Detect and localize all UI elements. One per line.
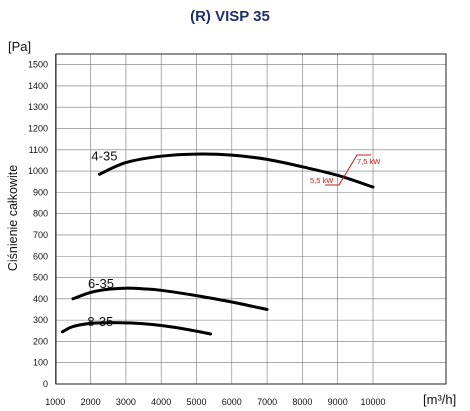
- y-tick-label: 1200: [28, 124, 48, 134]
- x-tick-label: 7000: [257, 397, 277, 407]
- y-tick-label: 1000: [28, 166, 48, 176]
- x-tick-label: 5000: [186, 397, 206, 407]
- x-tick-label: 2000: [81, 397, 101, 407]
- x-tick-label: 1000: [45, 397, 65, 407]
- x-tick-label: 4000: [151, 397, 171, 407]
- y-tick-label: 200: [33, 336, 48, 346]
- y-tick-label: 0: [43, 379, 48, 389]
- y-axis-label: Ciśnienie całkowite: [6, 165, 20, 271]
- curve-4-35: [97, 152, 375, 189]
- grid: [54, 54, 446, 384]
- y-tick-label: 900: [33, 187, 48, 197]
- x-tick-label: 8000: [292, 397, 312, 407]
- series-curves: 4-35 6-35 8-35: [60, 148, 375, 336]
- curve-label: 8-35: [87, 314, 113, 329]
- curve-8-35: [60, 321, 213, 336]
- curve-label: 4-35: [91, 148, 117, 163]
- x-axis-label: [m³/h]: [423, 392, 456, 407]
- y-tick-label: 1300: [28, 102, 48, 112]
- y-tick-label: 1400: [28, 81, 48, 91]
- x-tick-label: 10000: [360, 397, 385, 407]
- x-tick-label: 6000: [222, 397, 242, 407]
- y-tick-label: 600: [33, 251, 48, 261]
- tick-labels: 1000 2000 3000 4000 5000 6000 7000 8000 9000 1000…: [28, 60, 386, 407]
- y-tick-label: 800: [33, 209, 48, 219]
- y-tick-label: 300: [33, 315, 48, 325]
- power-annotations: 7,5 kW 5,5 kW: [310, 154, 381, 186]
- power-annotation-label: 5,5 kW: [310, 176, 334, 185]
- chart-title: (R) VISP 35: [190, 8, 270, 25]
- plot-frame: [55, 53, 447, 385]
- power-annotation-label: 7,5 kW: [357, 157, 381, 166]
- power-marker-line: [325, 154, 371, 186]
- y-tick-label: 1100: [29, 145, 48, 155]
- curve-6-35: [71, 286, 269, 311]
- y-axis-unit: [Pa]: [8, 39, 31, 54]
- y-tick-label: 100: [33, 358, 48, 368]
- y-tick-label: 400: [33, 294, 48, 304]
- y-tick-label: 700: [33, 230, 48, 240]
- y-tick-label: 1500: [28, 60, 48, 70]
- curve-label: 6-35: [88, 276, 114, 291]
- x-tick-label: 9000: [328, 397, 348, 407]
- y-tick-label: 500: [33, 273, 48, 283]
- x-tick-label: 3000: [116, 397, 136, 407]
